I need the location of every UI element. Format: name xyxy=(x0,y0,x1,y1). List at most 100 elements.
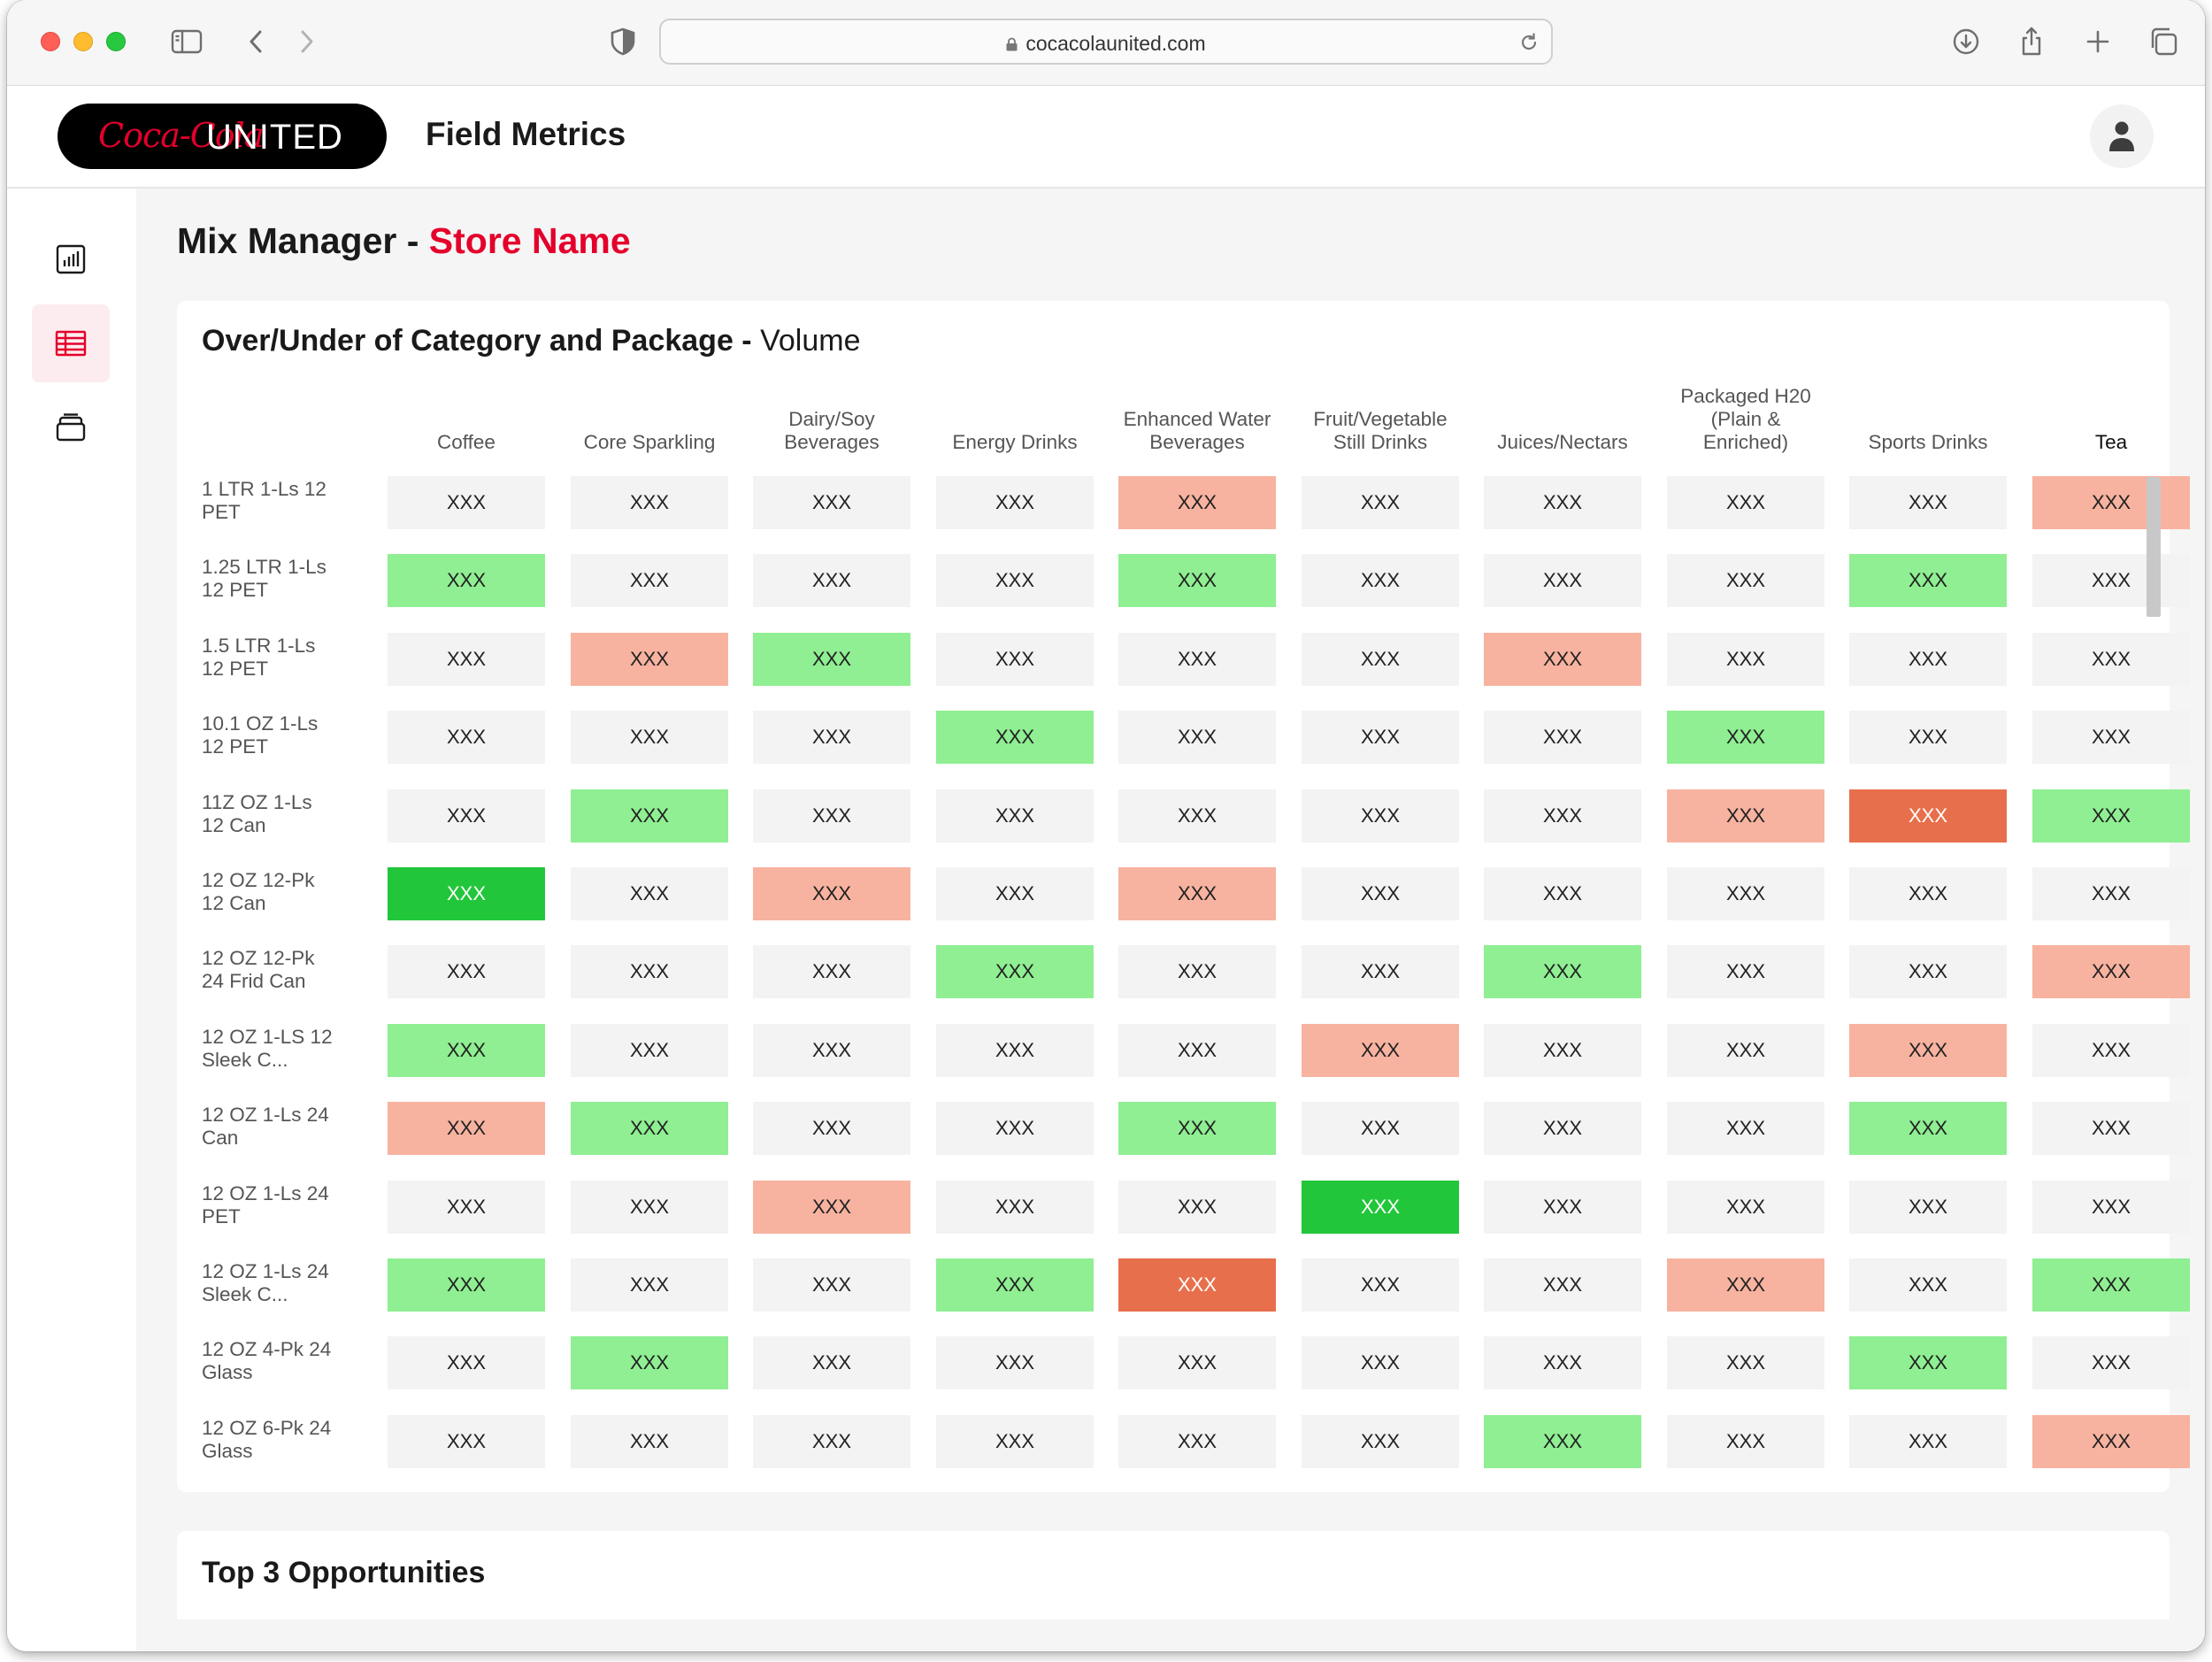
grid-cell[interactable]: XXX xyxy=(2032,1181,2190,1234)
grid-cell[interactable]: XXX xyxy=(753,1181,910,1234)
grid-cell[interactable]: XXX xyxy=(936,1336,1094,1389)
grid-cell[interactable]: XXX xyxy=(753,554,910,607)
user-avatar-button[interactable] xyxy=(2090,104,2154,168)
grid-cell[interactable]: XXX xyxy=(936,1181,1094,1234)
grid-cell[interactable]: XXX xyxy=(1667,1181,1824,1234)
grid-cell[interactable]: XXX xyxy=(1484,789,1641,843)
grid-cell[interactable]: XXX xyxy=(1118,867,1276,920)
grid-cell[interactable]: XXX xyxy=(1667,711,1824,764)
grid-cell[interactable]: XXX xyxy=(1849,945,2007,998)
grid-cell[interactable]: XXX xyxy=(2032,945,2190,998)
grid-cell[interactable]: XXX xyxy=(1302,867,1459,920)
grid-cell[interactable]: XXX xyxy=(1118,1102,1276,1155)
grid-cell[interactable]: XXX xyxy=(2032,867,2190,920)
grid-cell[interactable]: XXX xyxy=(936,1415,1094,1468)
grid-cell[interactable]: XXX xyxy=(1118,1024,1276,1077)
grid-cell[interactable]: XXX xyxy=(1849,1102,2007,1155)
grid-cell[interactable]: XXX xyxy=(753,1024,910,1077)
grid-cell[interactable]: XXX xyxy=(388,1415,545,1468)
grid-cell[interactable]: XXX xyxy=(1118,945,1276,998)
grid-cell[interactable]: XXX xyxy=(2032,1102,2190,1155)
grid-cell[interactable]: XXX xyxy=(753,789,910,843)
grid-cell[interactable]: XXX xyxy=(2032,789,2190,843)
grid-cell[interactable]: XXX xyxy=(571,1336,728,1389)
grid-cell[interactable]: XXX xyxy=(1302,476,1459,529)
grid-cell[interactable]: XXX xyxy=(936,711,1094,764)
grid-cell[interactable]: XXX xyxy=(1849,1258,2007,1312)
grid-cell[interactable]: XXX xyxy=(753,476,910,529)
grid-cell[interactable]: XXX xyxy=(1118,711,1276,764)
grid-cell[interactable]: XXX xyxy=(1118,789,1276,843)
grid-cell[interactable]: XXX xyxy=(1118,633,1276,686)
grid-cell[interactable]: XXX xyxy=(2032,711,2190,764)
grid-cell[interactable]: XXX xyxy=(936,554,1094,607)
column-header[interactable]: Sports Drinks xyxy=(1868,431,1988,453)
grid-cell[interactable]: XXX xyxy=(936,476,1094,529)
grid-cell[interactable]: XXX xyxy=(1484,1102,1641,1155)
sidebar-item-dashboard[interactable] xyxy=(32,220,110,298)
grid-cell[interactable]: XXX xyxy=(388,711,545,764)
address-bar[interactable]: cocacolaunited.com xyxy=(659,19,1553,65)
grid-cell[interactable]: XXX xyxy=(1118,1415,1276,1468)
grid-cell[interactable]: XXX xyxy=(571,1102,728,1155)
grid-cell[interactable]: XXX xyxy=(388,476,545,529)
grid-cell[interactable]: XXX xyxy=(1118,1336,1276,1389)
grid-cell[interactable]: XXX xyxy=(1302,633,1459,686)
sidebar-toggle-icon[interactable] xyxy=(169,24,204,59)
grid-cell[interactable]: XXX xyxy=(1484,1024,1641,1077)
grid-cell[interactable]: XXX xyxy=(1302,789,1459,843)
grid-cell[interactable]: XXX xyxy=(388,789,545,843)
close-window-button[interactable] xyxy=(41,32,60,51)
grid-cell[interactable]: XXX xyxy=(1484,554,1641,607)
grid-cell[interactable]: XXX xyxy=(1484,633,1641,686)
back-chevron-icon[interactable] xyxy=(239,24,274,59)
grid-cell[interactable]: XXX xyxy=(571,1415,728,1468)
grid-cell[interactable]: XXX xyxy=(1667,1024,1824,1077)
share-icon[interactable] xyxy=(2014,24,2049,59)
grid-cell[interactable]: XXX xyxy=(1667,1415,1824,1468)
grid-cell[interactable]: XXX xyxy=(1667,1102,1824,1155)
tab-overview-icon[interactable] xyxy=(2146,24,2181,59)
grid-cell[interactable]: XXX xyxy=(1667,945,1824,998)
grid-cell[interactable]: XXX xyxy=(753,633,910,686)
grid-scrollbar[interactable] xyxy=(2147,477,2161,617)
grid-cell[interactable]: XXX xyxy=(1302,1024,1459,1077)
grid-cell[interactable]: XXX xyxy=(571,476,728,529)
grid-cell[interactable]: XXX xyxy=(1849,554,2007,607)
grid-cell[interactable]: XXX xyxy=(571,945,728,998)
column-header[interactable]: Fruit/Vegetable Still Drinks xyxy=(1313,408,1448,453)
grid-cell[interactable]: XXX xyxy=(571,1258,728,1312)
grid-cell[interactable]: XXX xyxy=(1667,1336,1824,1389)
grid-cell[interactable]: XXX xyxy=(1302,1336,1459,1389)
grid-cell[interactable]: XXX xyxy=(1302,1102,1459,1155)
grid-cell[interactable]: XXX xyxy=(1667,476,1824,529)
grid-cell[interactable]: XXX xyxy=(1302,711,1459,764)
grid-cell[interactable]: XXX xyxy=(1302,1415,1459,1468)
new-tab-icon[interactable] xyxy=(2080,24,2116,59)
privacy-shield-icon[interactable] xyxy=(605,24,641,59)
grid-cell[interactable]: XXX xyxy=(1667,789,1824,843)
grid-cell[interactable]: XXX xyxy=(388,554,545,607)
grid-cell[interactable]: XXX xyxy=(1667,1258,1824,1312)
grid-cell[interactable]: XXX xyxy=(571,1024,728,1077)
grid-cell[interactable]: XXX xyxy=(1667,554,1824,607)
grid-cell[interactable]: XXX xyxy=(1849,1336,2007,1389)
grid-cell[interactable]: XXX xyxy=(1849,867,2007,920)
grid-cell[interactable]: XXX xyxy=(1484,711,1641,764)
grid-cell[interactable]: XXX xyxy=(1849,1415,2007,1468)
grid-cell[interactable]: XXX xyxy=(1118,476,1276,529)
grid-cell[interactable]: XXX xyxy=(388,945,545,998)
sidebar-item-mix-manager[interactable] xyxy=(32,304,110,382)
grid-cell[interactable]: XXX xyxy=(1484,1181,1641,1234)
download-icon[interactable] xyxy=(1948,24,1984,59)
grid-cell[interactable]: XXX xyxy=(2032,1024,2190,1077)
grid-cell[interactable]: XXX xyxy=(936,1024,1094,1077)
grid-cell[interactable]: XXX xyxy=(2032,554,2190,607)
column-header[interactable]: Coffee xyxy=(437,431,495,453)
grid-cell[interactable]: XXX xyxy=(1484,867,1641,920)
grid-cell[interactable]: XXX xyxy=(388,867,545,920)
grid-cell[interactable]: XXX xyxy=(753,711,910,764)
grid-cell[interactable]: XXX xyxy=(1484,1258,1641,1312)
minimize-window-button[interactable] xyxy=(73,32,93,51)
grid-cell[interactable]: XXX xyxy=(2032,1415,2190,1468)
